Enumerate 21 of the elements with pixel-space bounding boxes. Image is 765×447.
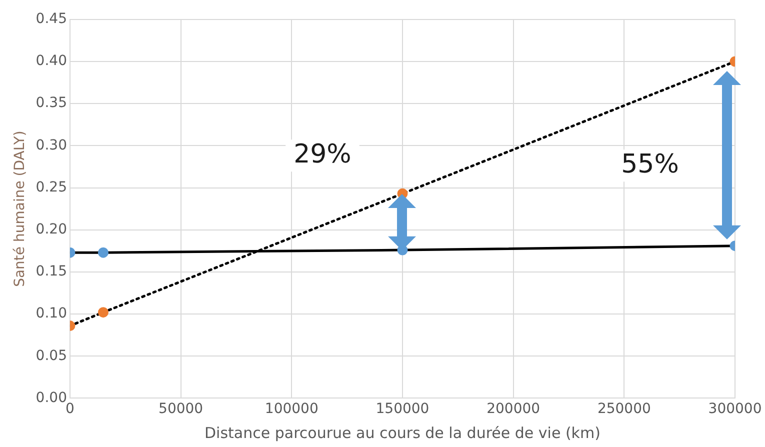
x-tick-label: 50000 [158, 401, 204, 418]
y-tick-label: 0.00 [36, 390, 67, 406]
x-tick-label: 200000 [486, 401, 540, 418]
x-axis-title: Distance parcourue au cours de la durée de vie (km) [204, 424, 600, 442]
x-tick-label: 0 [66, 401, 74, 418]
y-tick-label: 0.45 [36, 11, 67, 28]
y-tick-label: 0.10 [36, 306, 67, 322]
y-tick-label: 0.25 [36, 179, 67, 196]
y-axis-title: Santé humaine (DALY) [12, 130, 28, 287]
x-tick-label: 100000 [264, 401, 318, 418]
annotation: 55% [621, 149, 679, 180]
x-tick-label: 250000 [597, 401, 651, 418]
x-tick-label: 300000 [708, 401, 762, 418]
y-tick-label: 0.35 [36, 95, 67, 112]
y-tick-label: 0.40 [36, 53, 67, 70]
y-tick-label: 0.15 [36, 264, 67, 280]
y-tick-label: 0.20 [36, 221, 67, 238]
annotation: 29% [294, 139, 352, 170]
y-tick-label: 0.30 [36, 137, 67, 154]
x-tick-label: 150000 [376, 401, 430, 418]
y-tick-label: 0.05 [36, 348, 67, 364]
